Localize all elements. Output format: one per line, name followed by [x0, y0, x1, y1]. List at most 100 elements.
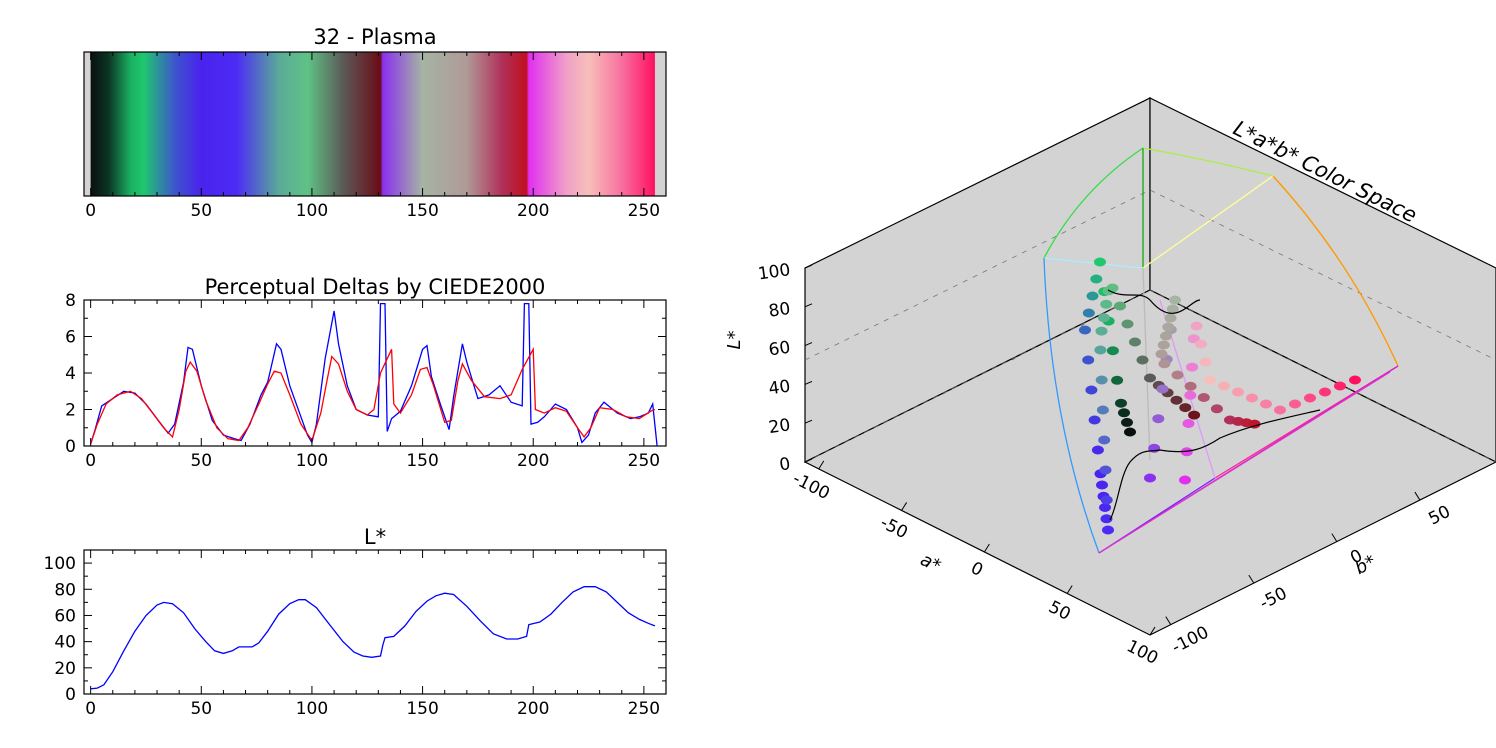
lab-ztick-mark: [804, 458, 813, 463]
deltas-xtick-label: 50: [190, 451, 212, 471]
deltas-series-red: [89, 346, 656, 445]
lstar-plot-area: [90, 586, 656, 690]
lab-ytick-mark: [1414, 491, 1421, 501]
lab-colormap-point: [1160, 331, 1172, 341]
lab-ytick-mark: [1165, 616, 1172, 625]
lstar-series-line: [90, 586, 656, 690]
lab-colormap-point: [1095, 375, 1108, 385]
lab-colormap-point: [1095, 326, 1108, 336]
lab-colormap-point: [1114, 301, 1126, 311]
lab-xtick-label: 50: [1045, 597, 1073, 625]
lab-xtick-mark: [901, 502, 908, 511]
lab-colormap-point: [1156, 384, 1169, 394]
lab-grid-lines: [804, 189, 1496, 463]
lstar-ticks: 0 20 40 60 80 100 0 50 100 150 200 250: [44, 549, 666, 719]
deltas-title: Perceptual Deltas by CIEDE2000: [205, 275, 546, 299]
gamut-edge-red-blue-b: [1098, 371, 1391, 554]
lab-colormap-point: [1180, 447, 1193, 457]
lab-colormap-point: [1091, 445, 1104, 455]
lab-xtick-label: -50: [877, 513, 911, 543]
deltas-xtick-label: 200: [517, 451, 549, 471]
lab-xtick-label: -100: [789, 469, 832, 504]
colorbar-title: 32 - Plasma: [313, 25, 436, 49]
lab-ytick-mark: [1331, 533, 1338, 542]
lab-colormap-point: [1334, 381, 1346, 391]
lab-colormap-point: [1166, 304, 1179, 314]
lab-colormap-point: [1144, 473, 1156, 483]
lab-colormap-point: [1082, 355, 1095, 365]
lab-colormap-point: [1182, 419, 1195, 428]
lab-colormap-point: [1199, 357, 1212, 367]
gamut-edge-green-cyan: [1043, 147, 1144, 259]
lab-colormap-point: [1304, 393, 1316, 403]
lab-colormap-point: [1099, 465, 1112, 475]
lab-colormap-point: [1082, 308, 1095, 318]
lab-ztick-label: 60: [767, 338, 791, 361]
lstar-ytick-label: 80: [54, 580, 76, 600]
lstar-ytick-label: 60: [54, 606, 76, 626]
lab-colormap-point: [1094, 345, 1107, 355]
lab-xlabel: a*: [917, 549, 944, 577]
lab-ztick-label: 100: [757, 260, 792, 284]
deltas-xtick-label: 0: [85, 451, 96, 471]
lab-colormap-point: [1099, 503, 1111, 512]
lab-colormap-point: [1124, 427, 1136, 437]
colorbar-xtick-label: 50: [190, 201, 212, 221]
lab-floor-edge: [804, 289, 1496, 463]
lab-colormap-point: [1158, 359, 1171, 369]
colorbar-xtick-label: 150: [406, 201, 438, 221]
lab-colormap-point: [1121, 417, 1133, 427]
lab-colormap-point: [1088, 415, 1101, 425]
deltas-plot-area: [89, 302, 658, 447]
lab-colormap-point: [1164, 313, 1177, 323]
gamut-edge-cyan-blue: [1043, 257, 1100, 554]
lstar-xtick-label: 50: [190, 699, 212, 719]
lab-colormap-point: [1155, 349, 1168, 359]
deltas-ytick-label: 0: [65, 437, 76, 457]
colorbar-xtick-label: 200: [517, 201, 549, 221]
lstar-ytick-label: 20: [54, 659, 76, 679]
lstar-xtick-label: 250: [628, 699, 660, 719]
lab-colormap-point: [1179, 403, 1192, 413]
lab-colormap-point: [1136, 355, 1149, 365]
lab-ztick-label: 0: [778, 454, 792, 475]
lab-colormap-point: [1106, 283, 1119, 293]
lab-colormap-point: [1210, 404, 1223, 414]
lab-colormap-point: [1197, 393, 1210, 402]
lstar-frame: [83, 549, 667, 695]
colorbar-xtick-label: 0: [85, 201, 96, 221]
lab-xtick-mark: [1149, 626, 1156, 636]
colorbar-gradient-bar: [90, 52, 655, 196]
lab-colormap-point: [1195, 339, 1207, 349]
lstar-ytick-label: 100: [44, 554, 76, 574]
lstar-ytick-label: 40: [54, 633, 76, 653]
lab-colormap-point: [1086, 291, 1099, 301]
lab-colormap-point: [1096, 405, 1109, 415]
lstar-ytick-label: 0: [65, 685, 76, 705]
lab-zlabel: L*: [724, 330, 745, 349]
lab-ztick-mark: [804, 419, 813, 424]
lab-colormap-point: [1170, 395, 1183, 405]
lab-colormap-point: [1090, 274, 1103, 284]
lstar-title: L*: [364, 525, 386, 549]
deltas-ticks: 0 2 4 6 8 0 50 100 150 200 250: [65, 291, 666, 471]
lab-colormap-point: [1096, 480, 1108, 490]
lab-colormap-point: [1184, 381, 1197, 391]
lab-colormap-point: [1094, 257, 1106, 267]
lstar-xtick-label: 0: [85, 699, 96, 719]
colorbar-panel: 32 - Plasma 0 50 100 150 200 250: [83, 25, 667, 221]
lab-colormap-point: [1274, 405, 1286, 415]
gamut-edge-cyan-white: [1043, 257, 1144, 269]
lab-colormap-point: [1100, 495, 1113, 505]
lab-grid-line: [1011, 353, 1023, 361]
lab-colormap-point: [1102, 525, 1114, 535]
deltas-panel: Perceptual Deltas by CIEDE2000 0 2 4 6 8 0 50 1…: [65, 275, 667, 471]
lab-floor-projection: [1109, 409, 1321, 521]
lab-colormap-point: [1188, 410, 1201, 420]
gamut-edge-green-yellow: [1142, 147, 1274, 177]
lab-colormap-point: [1232, 387, 1244, 397]
lab-colormap-point: [1204, 375, 1216, 385]
lab-grid-line: [942, 387, 954, 395]
lab-ytick-label: 50: [1425, 502, 1453, 530]
lab-colormap-point: [1118, 408, 1130, 418]
